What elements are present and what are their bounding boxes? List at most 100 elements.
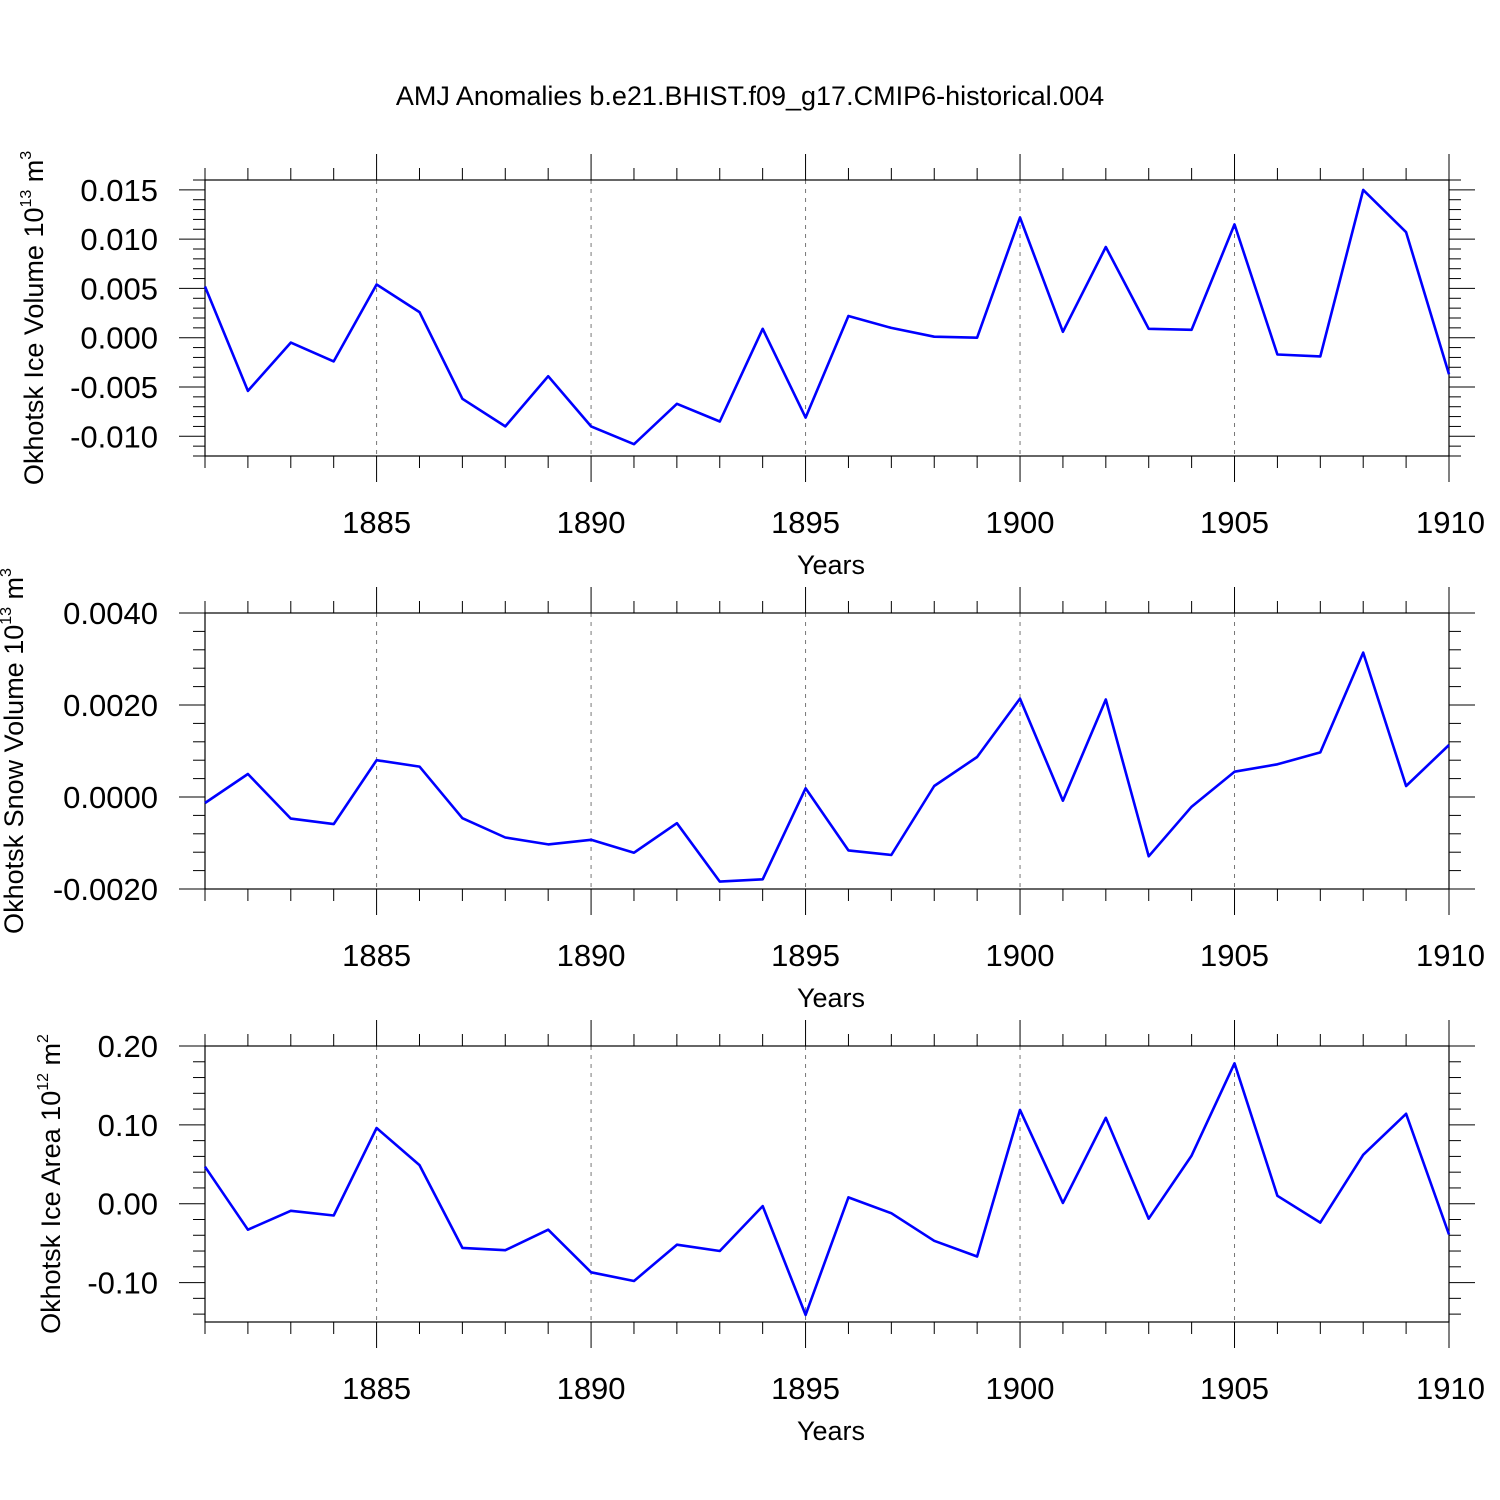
data-point xyxy=(975,1255,979,1259)
data-point xyxy=(1190,328,1194,332)
series-line xyxy=(203,1062,1451,1317)
data-point xyxy=(718,1249,722,1253)
data-point xyxy=(889,1211,893,1215)
data-point xyxy=(846,314,850,318)
data-point xyxy=(932,335,936,339)
y-tick-label: 0.20 xyxy=(98,1029,158,1064)
data-point xyxy=(675,821,679,825)
data-point xyxy=(1233,1061,1237,1065)
data-point xyxy=(1233,222,1237,226)
y-tick-label: 0.0040 xyxy=(63,596,158,631)
x-axis-label: Years xyxy=(797,550,865,580)
plot-frame xyxy=(204,1045,1450,1323)
data-point xyxy=(503,424,507,428)
plot-frame xyxy=(204,612,1450,890)
data-point xyxy=(761,1204,765,1208)
data-point xyxy=(1104,1116,1108,1120)
plot-frame xyxy=(204,179,1450,457)
data-point xyxy=(417,1163,421,1167)
y-tick-label: 0.015 xyxy=(80,173,158,208)
figure-title: AMJ Anomalies b.e21.BHIST.f09_g17.CMIP6-… xyxy=(396,81,1104,111)
x-tick-label: 1885 xyxy=(342,1371,411,1406)
panels: -0.010 -0.005 0.000 0.005 0.010 0.015 1885 1890… xyxy=(0,151,1485,1446)
data-point xyxy=(1318,750,1322,754)
data-point xyxy=(332,822,336,826)
data-point xyxy=(889,853,893,857)
series-line xyxy=(204,651,1450,883)
data-point xyxy=(804,416,808,420)
data-point xyxy=(932,1239,936,1243)
data-point xyxy=(718,420,722,424)
data-point xyxy=(1361,651,1365,655)
panel-1: -0.010 -0.005 0.000 0.005 0.010 0.015 1885 1890… xyxy=(18,151,1485,580)
data-point xyxy=(1061,1201,1065,1205)
data-point xyxy=(1190,1154,1194,1158)
data-point xyxy=(203,801,207,805)
data-point xyxy=(332,1214,336,1218)
y-axis-label: Okhotsk Ice Area 1012 m2 xyxy=(35,1034,66,1334)
data-point xyxy=(632,442,636,446)
data-point xyxy=(503,835,507,839)
x-axis-label: Years xyxy=(797,1416,865,1446)
data-point xyxy=(1061,799,1065,803)
data-point xyxy=(632,851,636,855)
data-point xyxy=(546,374,550,378)
y-tick-label: 0.000 xyxy=(80,321,158,356)
data-point xyxy=(289,341,293,345)
data-point xyxy=(460,1246,464,1250)
data-point xyxy=(1147,1217,1151,1221)
data-point xyxy=(203,284,207,288)
y-axis-label: Okhotsk Ice Volume 1013 m3 xyxy=(18,151,49,485)
data-point xyxy=(246,389,250,393)
x-tick-label: 1905 xyxy=(1200,1371,1269,1406)
y-tick-label: 0.0000 xyxy=(63,780,158,815)
x-tick-label: 1895 xyxy=(771,1371,840,1406)
x-tick-label: 1885 xyxy=(342,938,411,973)
data-point xyxy=(1104,697,1108,701)
x-tick-label: 1900 xyxy=(986,938,1055,973)
data-point xyxy=(1404,784,1408,788)
data-point xyxy=(1318,354,1322,358)
data-point xyxy=(503,1248,507,1252)
data-point xyxy=(675,402,679,406)
panel-3: -0.10 0.00 0.10 0.20 1885 1890 1895 1900 1905 191… xyxy=(35,1020,1485,1446)
y-tick-label: 0.10 xyxy=(98,1108,158,1143)
data-point xyxy=(889,326,893,330)
data-point xyxy=(975,336,979,340)
data-point xyxy=(1318,1221,1322,1225)
data-point xyxy=(1061,330,1065,334)
y-axis-label: Okhotsk Snow Volume 1013 m3 xyxy=(0,568,29,934)
data-point xyxy=(546,842,550,846)
y-tick-label: 0.0020 xyxy=(63,688,158,723)
data-point xyxy=(1018,215,1022,219)
data-point xyxy=(846,1195,850,1199)
data-point xyxy=(460,816,464,820)
data-point xyxy=(975,755,979,759)
data-point xyxy=(460,397,464,401)
data-point xyxy=(1275,762,1279,766)
data-point xyxy=(1447,1232,1451,1236)
data-point xyxy=(1104,245,1108,249)
data-point xyxy=(246,772,250,776)
data-point xyxy=(1361,188,1365,192)
data-point xyxy=(375,282,379,286)
x-axis-label: Years xyxy=(797,983,865,1013)
data-point xyxy=(632,1279,636,1283)
data-point xyxy=(1275,352,1279,356)
data-point xyxy=(932,784,936,788)
data-point xyxy=(375,758,379,762)
x-tick-label: 1895 xyxy=(771,505,840,540)
data-point xyxy=(1404,1112,1408,1116)
x-tick-label: 1900 xyxy=(986,1371,1055,1406)
data-point xyxy=(1404,230,1408,234)
data-point xyxy=(375,1126,379,1130)
data-point xyxy=(1147,854,1151,858)
data-point xyxy=(332,359,336,363)
x-tick-label: 1910 xyxy=(1416,938,1485,973)
data-point xyxy=(589,424,593,428)
y-tick-label: 0.00 xyxy=(98,1187,158,1222)
data-point xyxy=(675,1243,679,1247)
data-point xyxy=(761,877,765,881)
data-point xyxy=(546,1228,550,1232)
